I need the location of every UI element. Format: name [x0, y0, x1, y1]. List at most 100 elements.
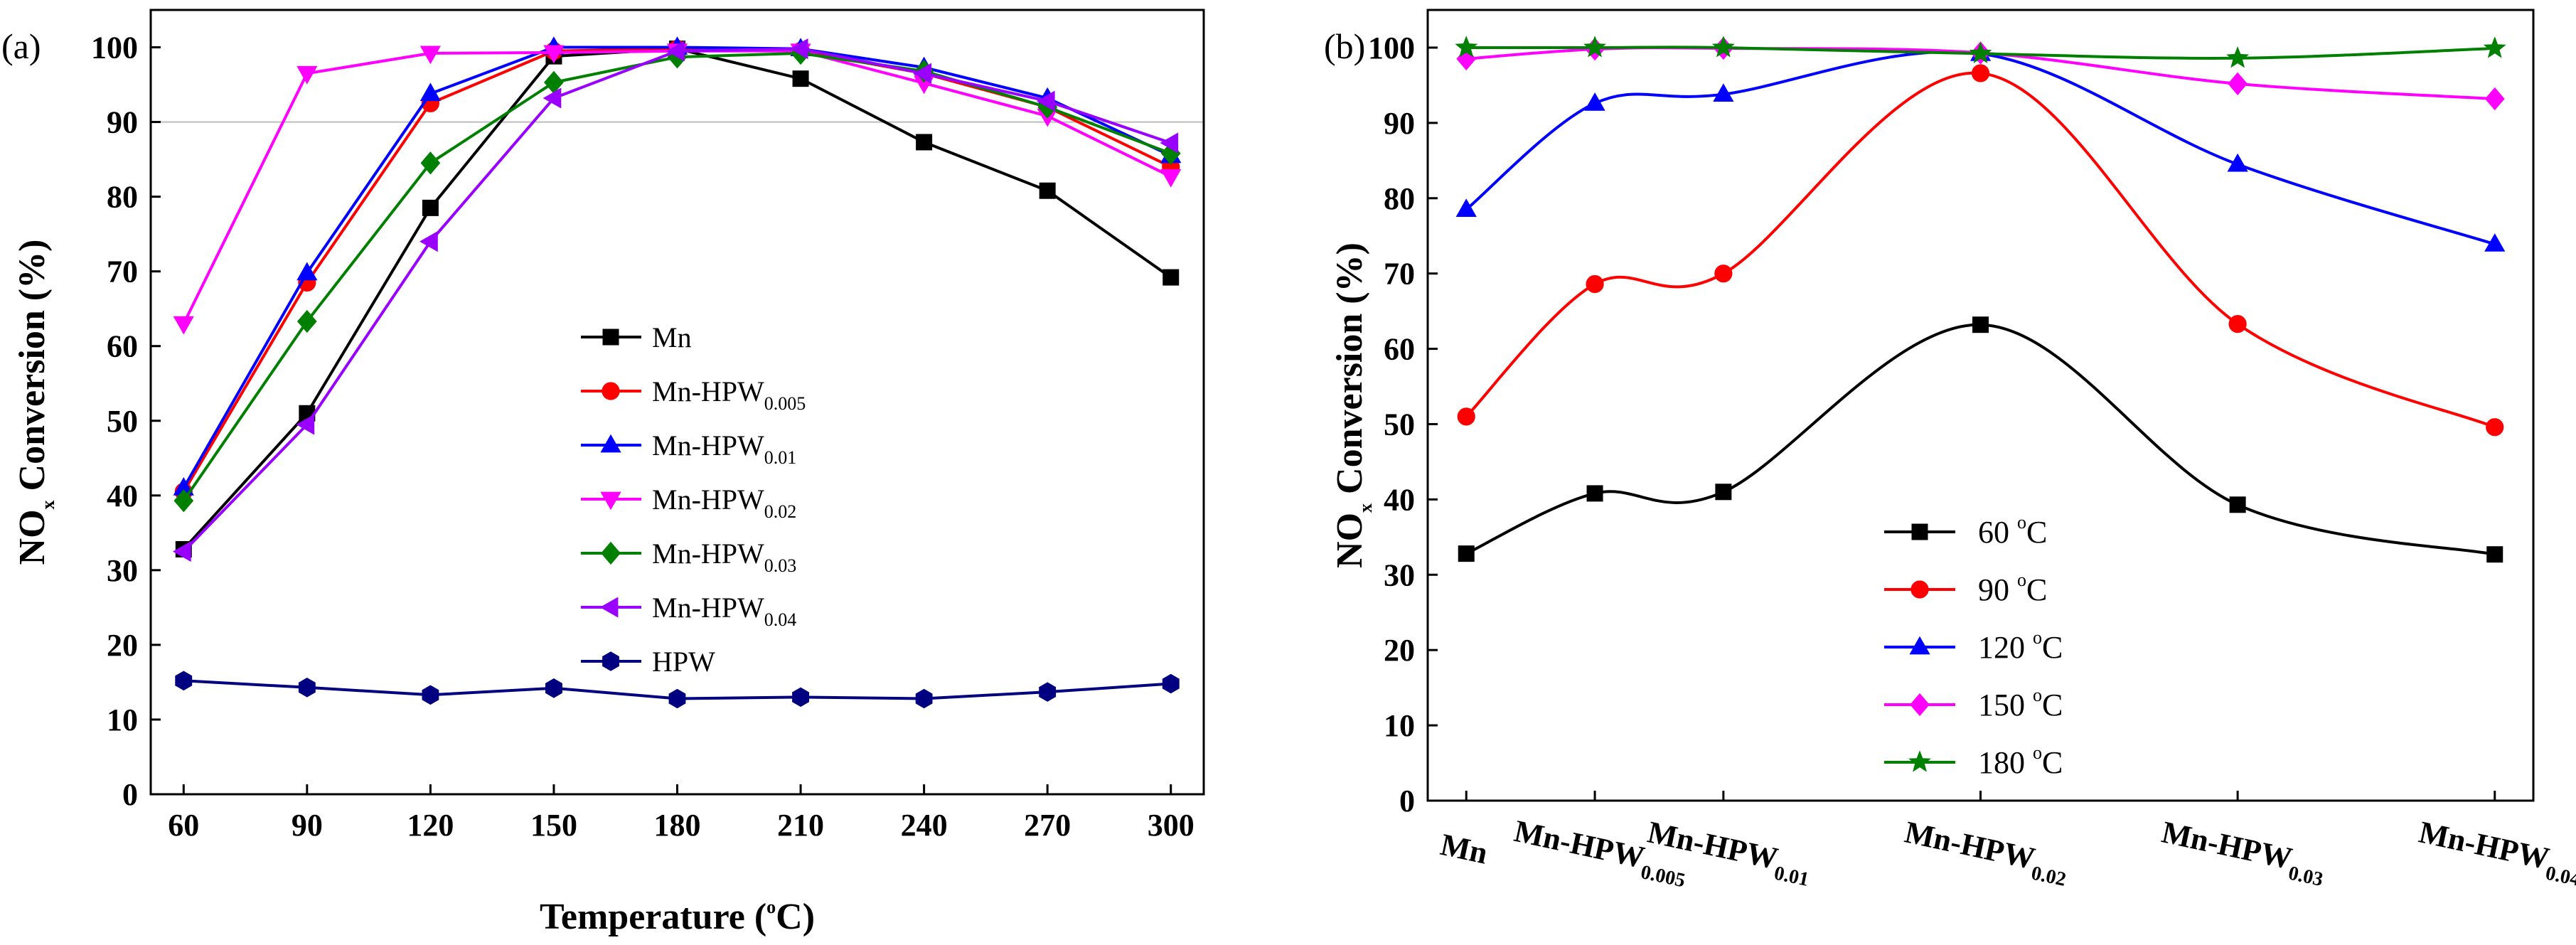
- legend-label: 120 oC: [1978, 627, 2063, 665]
- y-tick-label: 10: [107, 703, 138, 737]
- series-curve: [1465, 71, 2496, 429]
- data-point: [1713, 83, 1734, 102]
- y-tick-label-part: 60: [1384, 332, 1415, 367]
- y-tick-label-part: 100: [1368, 31, 1415, 65]
- y-tick-label: 0: [1399, 784, 1415, 818]
- y-tick-label-part: 70: [1384, 257, 1415, 292]
- x-tick-label-part: 240: [901, 808, 948, 843]
- y-tick-label-part: 50: [107, 404, 138, 439]
- y-tick-label-part: 50: [1384, 407, 1415, 442]
- x-axis-title-part: Temperature (: [540, 897, 766, 937]
- data-point: [543, 45, 565, 64]
- legend-marker: [601, 541, 621, 565]
- data-point: [296, 309, 317, 333]
- data-point: [2484, 233, 2506, 252]
- panel-label-b-part: (b): [1324, 26, 1365, 66]
- data-point: [1586, 274, 1604, 294]
- data-point: [420, 151, 441, 175]
- data-point: [419, 82, 441, 102]
- data-point: [2486, 418, 2504, 437]
- legend-label-part: C: [2026, 572, 2047, 607]
- y-tick-label: 100: [91, 31, 138, 65]
- data-point: [668, 688, 686, 709]
- x-category-label-part: 0.005: [1639, 861, 1687, 892]
- x-category-label-part: 0.02: [2029, 862, 2068, 891]
- legend-marker: [1908, 750, 1931, 772]
- y-axis-title-part: x: [1355, 503, 1376, 513]
- legend-label-part: o: [2033, 685, 2042, 705]
- y-tick-label: 80: [107, 180, 138, 215]
- x-category-label: Mn-HPW0.02: [1900, 814, 2072, 890]
- y-tick-label-part: 10: [107, 703, 138, 737]
- y-tick-label-part: 20: [1384, 633, 1415, 668]
- legend-label: Mn-HPW0.01: [652, 429, 796, 468]
- x-axis-title-part: C): [776, 897, 815, 937]
- data-point: [1711, 36, 1735, 58]
- x-category-label: Mn-HPW0.03: [2157, 814, 2329, 890]
- data-point: [296, 262, 318, 281]
- panel-label-b: (b): [1324, 26, 1365, 66]
- legend-label-part: 0.04: [764, 609, 797, 630]
- legend-label-part: C: [2042, 688, 2063, 722]
- data-point: [1972, 316, 1989, 333]
- data-point: [1971, 64, 1990, 82]
- data-point: [2228, 315, 2247, 333]
- data-point: [913, 63, 931, 84]
- data-point: [543, 87, 562, 109]
- data-point: [1584, 92, 1605, 111]
- x-tick-label-part: 270: [1024, 808, 1071, 843]
- legend-label-part: C: [2042, 745, 2063, 780]
- x-tick-label: 270: [1024, 808, 1071, 843]
- legend-marker: [1911, 523, 1928, 540]
- x-tick-label: 120: [407, 808, 454, 843]
- y-tick-label: 0: [122, 777, 138, 812]
- y-tick-label: 70: [107, 255, 138, 289]
- x-tick-label: 300: [1148, 808, 1195, 843]
- data-point: [1455, 198, 1477, 217]
- y-tick-label: 70: [1384, 257, 1415, 292]
- x-tick-label: 60: [168, 808, 199, 843]
- x-tick-label: 240: [901, 808, 948, 843]
- legend-label-part: Mn-HPW: [652, 375, 764, 407]
- data-point: [1163, 269, 1180, 286]
- legend-marker: [602, 382, 620, 400]
- data-point: [173, 316, 194, 335]
- data-point: [175, 671, 193, 691]
- legend-label-part: o: [2033, 627, 2042, 648]
- y-tick-label: 100: [1368, 31, 1415, 65]
- legend-label: 150 oC: [1978, 685, 2063, 722]
- legend-label-part: 0.03: [764, 555, 797, 576]
- y-tick-label: 60: [1384, 332, 1415, 367]
- x-category-label-part: 0.03: [2287, 862, 2325, 891]
- data-point: [2486, 546, 2503, 563]
- data-point: [545, 678, 562, 698]
- legend-marker: [1910, 580, 1929, 599]
- y-tick-label-part: 80: [1384, 181, 1415, 216]
- data-point: [172, 540, 191, 562]
- data-point: [789, 38, 808, 60]
- x-tick-label-part: 150: [530, 808, 577, 843]
- data-point: [792, 70, 809, 87]
- legend-label-part: 0.02: [764, 501, 797, 522]
- x-axis-title: Temperature (oC): [540, 897, 815, 937]
- y-tick-label-part: 90: [1384, 106, 1415, 141]
- x-category-label-part: Mn-HPW: [1902, 814, 2038, 876]
- data-point: [666, 41, 685, 62]
- data-point: [1160, 132, 1179, 154]
- y-tick-label: 80: [1384, 181, 1415, 216]
- legend-label-part: Mn-HPW: [652, 429, 764, 461]
- x-tick-label-part: 60: [168, 808, 199, 843]
- legend-marker: [602, 329, 619, 346]
- x-tick-label: 150: [530, 808, 577, 843]
- data-point: [2484, 87, 2505, 111]
- data-point: [419, 231, 438, 252]
- x-category-label: Mn-HPW0.04: [2415, 814, 2576, 890]
- data-point: [2229, 496, 2246, 513]
- data-point: [296, 414, 315, 435]
- legend-label-part: 60: [1978, 515, 2017, 550]
- y-tick-label: 10: [1384, 708, 1415, 743]
- legend-marker: [599, 597, 619, 618]
- data-point: [422, 199, 439, 216]
- x-category-label: Mn: [1438, 827, 1491, 871]
